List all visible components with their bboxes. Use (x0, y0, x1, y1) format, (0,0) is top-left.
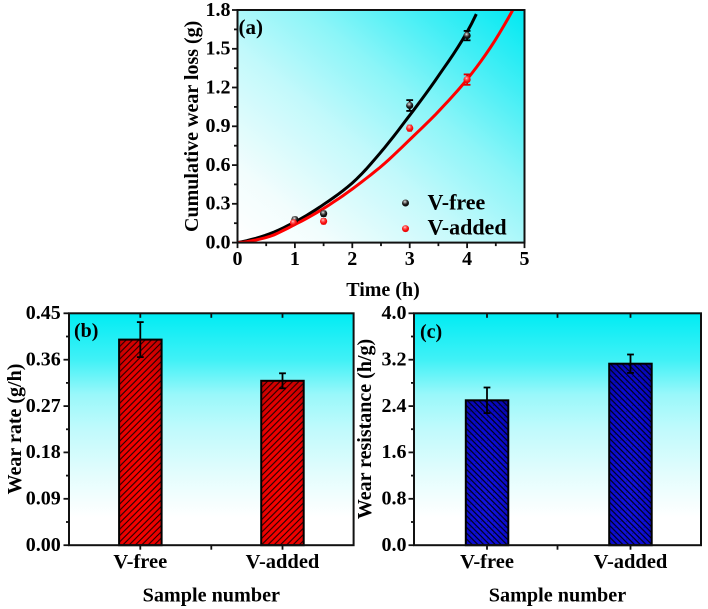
svg-text:V-added: V-added (246, 551, 320, 573)
svg-text:5: 5 (520, 248, 530, 270)
svg-text:2.4: 2.4 (382, 395, 407, 417)
svg-text:1: 1 (290, 248, 300, 270)
svg-text:0: 0 (233, 248, 243, 270)
svg-text:0.27: 0.27 (26, 395, 61, 417)
svg-text:0.0: 0.0 (382, 534, 407, 556)
svg-text:2: 2 (347, 248, 357, 270)
svg-text:Wear rate (g/h): Wear rate (g/h) (4, 364, 26, 495)
svg-text:0.9: 0.9 (206, 115, 231, 137)
svg-text:Sample number: Sample number (489, 585, 626, 607)
svg-text:3.2: 3.2 (382, 349, 407, 371)
svg-text:0.00: 0.00 (26, 534, 61, 556)
svg-text:1.6: 1.6 (382, 441, 407, 463)
svg-text:V-free: V-free (428, 189, 486, 214)
svg-text:(a): (a) (239, 15, 264, 39)
svg-text:V-added: V-added (428, 215, 507, 240)
svg-text:Time (h): Time (h) (346, 279, 420, 301)
svg-text:V-free: V-free (113, 551, 167, 573)
svg-text:Wear resistance (h/g): Wear resistance (h/g) (354, 339, 376, 519)
svg-text:0.36: 0.36 (26, 349, 61, 371)
svg-text:4.0: 4.0 (382, 302, 407, 324)
svg-text:V-added: V-added (594, 551, 668, 573)
svg-text:0.09: 0.09 (26, 488, 61, 510)
svg-text:3: 3 (405, 248, 415, 270)
svg-text:1.2: 1.2 (206, 76, 231, 98)
svg-text:0.18: 0.18 (26, 441, 61, 463)
svg-text:Cumulative wear loss (g): Cumulative wear loss (g) (181, 21, 203, 232)
svg-text:(c): (c) (420, 321, 442, 343)
svg-text:(b): (b) (74, 320, 98, 342)
svg-text:0.8: 0.8 (382, 488, 407, 510)
svg-text:4: 4 (462, 248, 472, 270)
svg-text:0.45: 0.45 (26, 302, 61, 324)
svg-text:0.0: 0.0 (206, 231, 231, 253)
svg-text:0.3: 0.3 (206, 193, 231, 215)
svg-text:V-free: V-free (460, 551, 514, 573)
svg-text:1.8: 1.8 (206, 0, 231, 21)
svg-text:Sample number: Sample number (143, 585, 280, 607)
svg-text:0.6: 0.6 (206, 154, 231, 176)
svg-text:1.5: 1.5 (206, 38, 231, 60)
